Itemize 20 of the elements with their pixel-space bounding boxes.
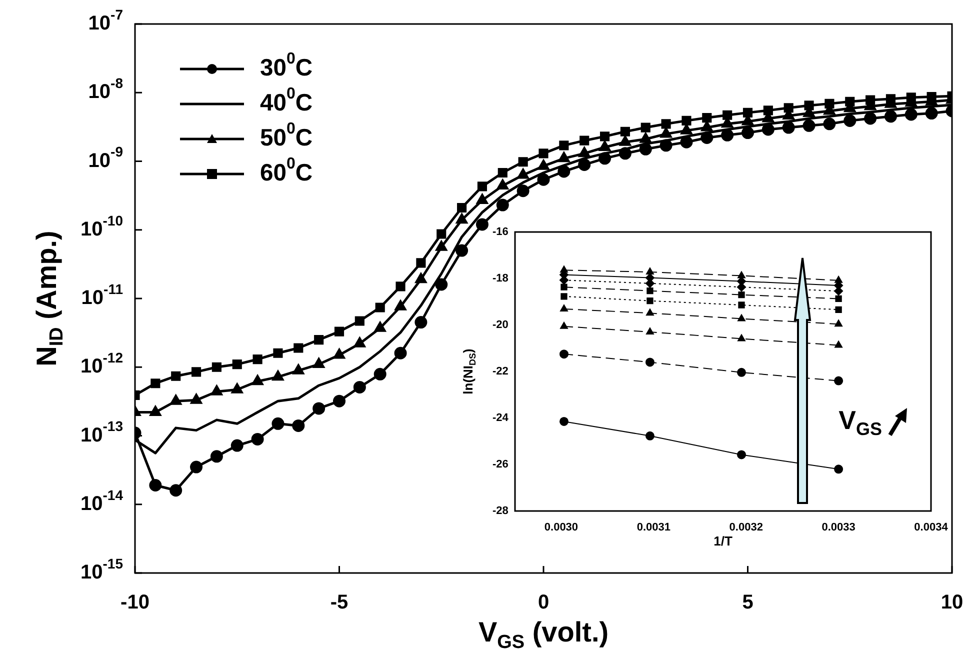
y-tick-label: -16 (492, 226, 508, 238)
x-tick-label: -10 (120, 592, 150, 614)
y-axis-title: NID (Amp.) (30, 230, 68, 366)
x-tick-label: 5 (742, 592, 754, 614)
x-tick-label: 0.0030 (544, 522, 578, 534)
y-tick-label: -22 (492, 366, 508, 378)
x-tick-label: 0 (538, 592, 550, 614)
y-tick-label: -28 (492, 505, 508, 518)
y-tick-label: -24 (492, 412, 510, 424)
x-tick-label: 0.0034 (914, 522, 949, 534)
x-tick-label: 0.0031 (636, 522, 670, 534)
y-tick-label: -26 (492, 458, 508, 471)
x-tick-label: 10 (940, 592, 964, 614)
x-axis-title: 1/T (714, 533, 732, 548)
x-tick-label: 0.0033 (822, 522, 856, 534)
x-tick-label: -5 (330, 592, 348, 614)
y-tick-label: -18 (492, 272, 508, 285)
y-tick-label: -20 (492, 319, 508, 332)
x-tick-label: 0.0032 (729, 522, 763, 534)
y-axis-title: ln(NIDS) (460, 348, 478, 394)
